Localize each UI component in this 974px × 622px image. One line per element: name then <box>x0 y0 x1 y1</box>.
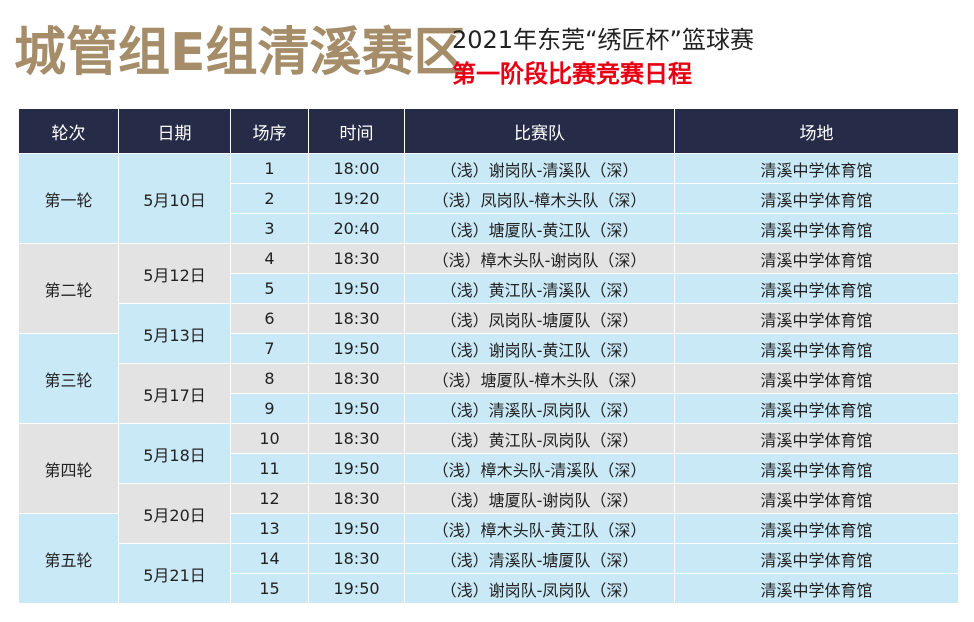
table-row: 第四轮 5月18日 10 18:30 （浅）黄江队-凤岗队（深） 清溪中学体育馆 <box>18 423 959 514</box>
date-cell: 5月21日 <box>118 543 231 604</box>
round-cell: 第四轮 <box>18 423 119 514</box>
time-cell: 18:30 <box>308 363 405 394</box>
teams-cell: （浅）塘厦队-樟木头队（深） <box>404 363 675 394</box>
teams-cell: （浅）清溪队-塘厦队（深） <box>404 543 675 574</box>
header-venue: 场地 <box>674 108 959 154</box>
time-cell: 18:30 <box>308 243 405 274</box>
venue-cell: 清溪中学体育馆 <box>674 513 959 544</box>
round-cell: 第五轮 <box>18 513 119 604</box>
table-row: 5月20日 12 18:30 （浅）塘厦队-谢岗队（深） 清溪中学体育馆 <box>18 483 959 544</box>
round-cell: 第一轮 <box>18 153 119 244</box>
header-seq: 场序 <box>230 108 309 154</box>
teams-cell: （浅）塘厦队-谢岗队（深） <box>404 483 675 514</box>
teams-cell: （浅）黄江队-清溪队（深） <box>404 273 675 304</box>
time-cell: 18:30 <box>308 303 405 334</box>
seq-cell: 1 <box>230 153 309 184</box>
seq-cell: 12 <box>230 483 309 514</box>
venue-cell: 清溪中学体育馆 <box>674 393 959 424</box>
venue-cell: 清溪中学体育馆 <box>674 183 959 214</box>
date-cell: 5月17日 <box>118 363 231 424</box>
round-cell: 第三轮 <box>18 333 119 424</box>
page-title: 城管组E组清溪赛区 <box>14 23 466 83</box>
teams-cell: （浅）谢岗队-清溪队（深） <box>404 153 675 184</box>
seq-cell: 7 <box>230 333 309 364</box>
time-cell: 19:20 <box>308 183 405 214</box>
time-cell: 18:30 <box>308 543 405 574</box>
event-subtitle: 2021年东莞“绣匠杯”篮球赛 <box>452 26 754 54</box>
header-round: 轮次 <box>18 108 119 154</box>
venue-cell: 清溪中学体育馆 <box>674 483 959 514</box>
time-cell: 18:00 <box>308 153 405 184</box>
seq-cell: 11 <box>230 453 309 484</box>
seq-cell: 10 <box>230 423 309 454</box>
teams-cell: （浅）凤岗队-塘厦队（深） <box>404 303 675 334</box>
venue-cell: 清溪中学体育馆 <box>674 213 959 244</box>
table-row: 第二轮 5月12日 4 18:30 （浅）樟木头队-谢岗队（深） 清溪中学体育馆 <box>18 243 959 334</box>
venue-cell: 清溪中学体育馆 <box>674 573 959 604</box>
seq-cell: 2 <box>230 183 309 214</box>
table-row: 5月21日 14 18:30 （浅）清溪队-塘厦队（深） 清溪中学体育馆 <box>18 543 959 604</box>
teams-cell: （浅）樟木头队-谢岗队（深） <box>404 243 675 274</box>
venue-cell: 清溪中学体育馆 <box>674 423 959 454</box>
seq-cell: 9 <box>230 393 309 424</box>
teams-cell: （浅）谢岗队-黄江队（深） <box>404 333 675 364</box>
time-cell: 20:40 <box>308 213 405 244</box>
time-cell: 18:30 <box>308 483 405 514</box>
seq-cell: 8 <box>230 363 309 394</box>
table-header-row: 轮次 日期 场序 时间 比赛队 场地 <box>18 108 959 154</box>
teams-cell: （浅）樟木头队-清溪队（深） <box>404 453 675 484</box>
time-cell: 19:50 <box>308 573 405 604</box>
seq-cell: 4 <box>230 243 309 274</box>
venue-cell: 清溪中学体育馆 <box>674 273 959 304</box>
teams-cell: （浅）谢岗队-凤岗队（深） <box>404 573 675 604</box>
venue-cell: 清溪中学体育馆 <box>674 243 959 274</box>
venue-cell: 清溪中学体育馆 <box>674 453 959 484</box>
table-row: 5月13日 6 18:30 （浅）凤岗队-塘厦队（深） 清溪中学体育馆 <box>18 303 959 364</box>
table-row: 2 19:20 （浅）凤岗队-樟木头队（深） 清溪中学体育馆 <box>18 183 959 214</box>
date-cell: 5月20日 <box>118 483 231 544</box>
venue-cell: 清溪中学体育馆 <box>674 153 959 184</box>
teams-cell: （浅）塘厦队-黄江队（深） <box>404 213 675 244</box>
table-row: 5月17日 8 18:30 （浅）塘厦队-樟木头队（深） 清溪中学体育馆 <box>18 363 959 424</box>
seq-cell: 15 <box>230 573 309 604</box>
seq-cell: 14 <box>230 543 309 574</box>
teams-cell: （浅）清溪队-凤岗队（深） <box>404 393 675 424</box>
header-time: 时间 <box>308 108 405 154</box>
header-teams: 比赛队 <box>404 108 675 154</box>
round-cell: 第二轮 <box>18 243 119 334</box>
date-cell: 5月18日 <box>118 423 231 484</box>
seq-cell: 3 <box>230 213 309 244</box>
schedule-subtitle: 第一阶段比赛竞赛日程 <box>452 60 692 88</box>
time-cell: 19:50 <box>308 393 405 424</box>
time-cell: 19:50 <box>308 453 405 484</box>
time-cell: 19:50 <box>308 273 405 304</box>
table-row: 第一轮 5月10日 1 18:00 （浅）谢岗队-清溪队（深） 清溪中学体育馆 <box>18 153 959 244</box>
teams-cell: （浅）凤岗队-樟木头队（深） <box>404 183 675 214</box>
seq-cell: 6 <box>230 303 309 334</box>
table-row: 15 19:50 （浅）谢岗队-凤岗队（深） 清溪中学体育馆 <box>18 573 959 604</box>
date-cell: 5月10日 <box>118 153 231 244</box>
time-cell: 18:30 <box>308 423 405 454</box>
venue-cell: 清溪中学体育馆 <box>674 303 959 334</box>
teams-cell: （浅）樟木头队-黄江队（深） <box>404 513 675 544</box>
header-date: 日期 <box>118 108 231 154</box>
venue-cell: 清溪中学体育馆 <box>674 363 959 394</box>
seq-cell: 13 <box>230 513 309 544</box>
seq-cell: 5 <box>230 273 309 304</box>
venue-cell: 清溪中学体育馆 <box>674 333 959 364</box>
time-cell: 19:50 <box>308 513 405 544</box>
venue-cell: 清溪中学体育馆 <box>674 543 959 574</box>
date-cell: 5月12日 <box>118 243 231 304</box>
schedule-table: 轮次 日期 场序 时间 比赛队 场地 第一轮 5月10日 1 18:00 （浅）… <box>18 108 959 604</box>
teams-cell: （浅）黄江队-凤岗队（深） <box>404 423 675 454</box>
time-cell: 19:50 <box>308 333 405 364</box>
date-cell: 5月13日 <box>118 303 231 364</box>
